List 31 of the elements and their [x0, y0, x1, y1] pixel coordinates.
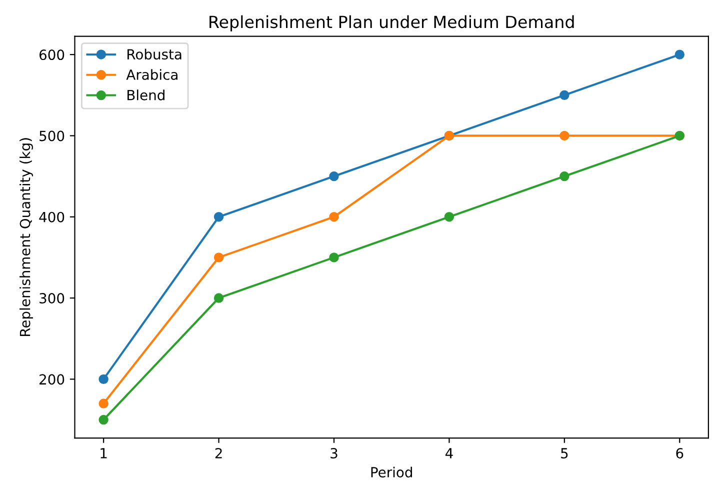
- y-tick-label: 600: [39, 50, 64, 60]
- point: [214, 293, 224, 303]
- point: [560, 90, 570, 100]
- point: [444, 212, 454, 222]
- point: [329, 212, 339, 222]
- x-tick-label: 6: [676, 448, 684, 458]
- point: [98, 374, 108, 384]
- point: [98, 414, 108, 425]
- chart-title: Replenishment Plan under Medium Demand: [210, 15, 574, 32]
- legend-label: Blend: [128, 90, 164, 100]
- x-axis-title: Period: [371, 466, 412, 478]
- x-tick-label: 4: [445, 448, 453, 458]
- legend-label: Robusta: [128, 48, 182, 60]
- point: [560, 130, 570, 141]
- x-tick-label: 5: [561, 448, 568, 458]
- x-tick-label: 1: [100, 448, 107, 458]
- point: [214, 252, 224, 262]
- point: [329, 171, 339, 182]
- point: [214, 212, 224, 222]
- x-tick-label: 3: [330, 448, 338, 458]
- legend-label: Arabica: [126, 69, 178, 80]
- x-tick-label: 2: [215, 448, 222, 458]
- y-tick-label: 300: [40, 292, 64, 304]
- point: [674, 50, 684, 60]
- point: [560, 171, 570, 182]
- y-tick-label: 400: [39, 212, 64, 222]
- y-axis-title: Replenishment Quantity (kg): [20, 138, 33, 336]
- y-tick-label: 200: [40, 374, 64, 385]
- y-tick-label: 500: [40, 130, 64, 142]
- point: [329, 252, 339, 262]
- point: [98, 398, 108, 408]
